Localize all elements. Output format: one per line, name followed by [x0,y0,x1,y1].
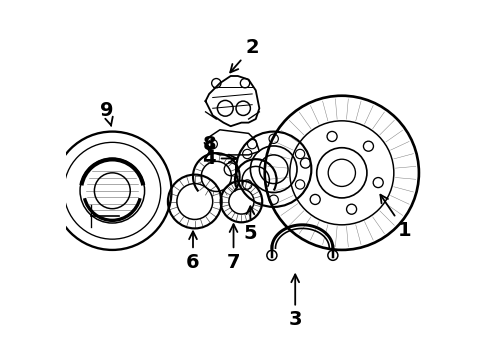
Text: 3: 3 [289,274,302,329]
Text: 5: 5 [244,206,257,243]
Text: 7: 7 [227,224,240,272]
Text: 4: 4 [202,149,237,168]
Text: 1: 1 [380,195,412,240]
Text: 9: 9 [100,100,114,126]
Text: 6: 6 [186,231,200,272]
Text: 8: 8 [202,135,216,154]
Text: 2: 2 [230,38,259,72]
